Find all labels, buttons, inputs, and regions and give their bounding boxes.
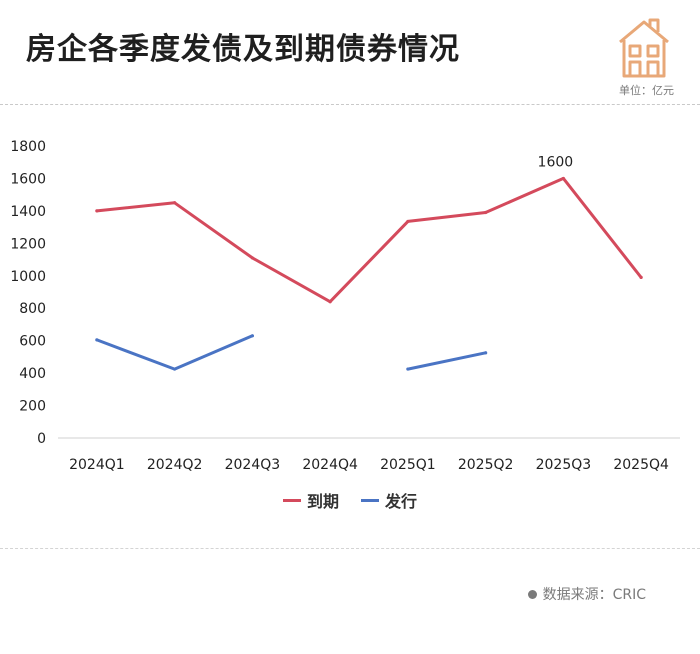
chart-title: 房企各季度发债及到期债券情况 (26, 32, 460, 67)
chart-legend: 到期 发行 (0, 488, 700, 512)
data-point (328, 300, 332, 304)
x-tick-label: 2024Q4 (302, 457, 358, 473)
line-chart: 0 200 400 600 800 1000 1200 1400 1600 1800 2024Q1 2… (10, 139, 680, 473)
footer-divider (0, 548, 700, 549)
x-tick-label: 2024Q1 (69, 457, 125, 473)
x-tick-label: 2025Q3 (536, 457, 592, 473)
x-tick-label: 2024Q3 (225, 457, 281, 473)
data-point (173, 201, 177, 205)
y-tick-label: 400 (19, 366, 46, 382)
data-point (173, 367, 177, 371)
data-point (406, 367, 410, 371)
y-tick-label: 1600 (10, 171, 46, 187)
legend-label-maturity: 到期 (306, 492, 339, 511)
data-label: 1600 (538, 154, 574, 170)
data-point (484, 210, 488, 215)
y-tick-label: 600 (19, 334, 46, 350)
data-source: 数据来源：CRIC (527, 584, 646, 604)
data-point (484, 351, 488, 355)
series-line-issuance (95, 334, 254, 371)
legend-label-issuance: 发行 (385, 492, 418, 511)
data-point (95, 209, 99, 213)
data-point (250, 334, 254, 338)
data-point (639, 275, 643, 279)
data-point (406, 219, 410, 224)
x-tick-label: 2025Q2 (458, 457, 514, 473)
series-line-maturity (95, 176, 643, 304)
y-tick-label: 200 (19, 399, 46, 415)
header-divider (0, 104, 700, 105)
y-tick-label: 800 (19, 301, 46, 317)
y-tick-label: 1400 (10, 204, 46, 220)
y-tick-label: 1000 (10, 269, 46, 285)
data-point (250, 256, 254, 260)
x-tick-label: 2025Q4 (613, 457, 669, 473)
x-tick-label: 2024Q2 (147, 457, 203, 473)
x-tick-label: 2025Q1 (380, 457, 436, 473)
data-point (561, 176, 565, 181)
source-text: 数据来源：CRIC (542, 587, 646, 603)
unit-label: 单位：亿元 (619, 84, 674, 97)
legend-swatch-issuance (361, 498, 379, 502)
house-logo-icon (619, 18, 669, 78)
y-tick-label: 1200 (10, 236, 46, 252)
y-tick-label: 0 (37, 431, 46, 447)
legend-item-issuance: 发行 (361, 488, 417, 512)
legend-item-maturity: 到期 (282, 488, 339, 512)
source-bullet-icon (527, 589, 537, 599)
data-point (95, 338, 99, 342)
series-line-issuance (406, 351, 488, 371)
y-tick-label: 1800 (10, 139, 46, 155)
legend-swatch-maturity (282, 498, 301, 502)
